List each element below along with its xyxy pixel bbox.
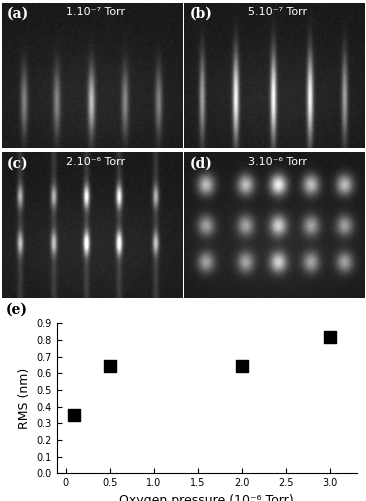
Point: [71, 411, 77, 419]
Y-axis label: RMS (nm): RMS (nm): [18, 368, 31, 429]
Text: 5.10⁻⁷ Torr: 5.10⁻⁷ Torr: [248, 7, 307, 17]
Text: (d): (d): [189, 157, 212, 171]
Point: [239, 362, 245, 370]
Text: 3.10⁻⁶ Torr: 3.10⁻⁶ Torr: [248, 157, 307, 167]
Point: [328, 333, 333, 341]
Text: (b): (b): [189, 7, 212, 21]
Text: 1.10⁻⁷ Torr: 1.10⁻⁷ Torr: [66, 7, 125, 17]
Point: [107, 362, 113, 370]
Text: (c): (c): [7, 157, 29, 171]
X-axis label: Oxygen pressure (10⁻⁶ Torr): Oxygen pressure (10⁻⁶ Torr): [119, 494, 294, 501]
Text: (a): (a): [7, 7, 30, 21]
Text: (e): (e): [6, 303, 28, 317]
Text: 2.10⁻⁶ Torr: 2.10⁻⁶ Torr: [66, 157, 125, 167]
